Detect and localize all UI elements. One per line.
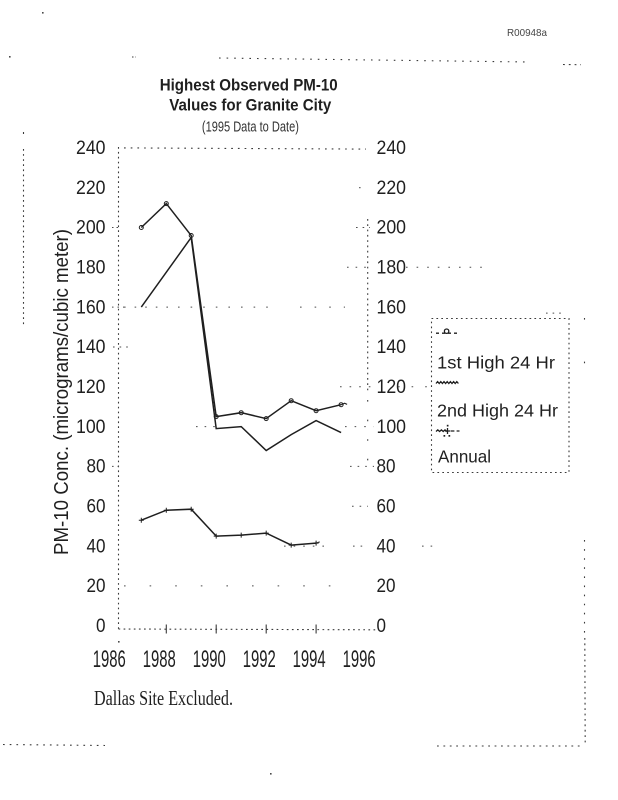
svg-text:80: 80 xyxy=(87,457,106,478)
svg-text:200: 200 xyxy=(76,218,106,239)
svg-text:60: 60 xyxy=(87,496,106,517)
svg-text:220: 220 xyxy=(377,178,407,199)
svg-text:100: 100 xyxy=(377,417,407,438)
svg-text:1988: 1988 xyxy=(143,646,176,673)
svg-text:40: 40 xyxy=(377,536,396,557)
svg-text:Highest Observed PM-10: Highest Observed PM-10 xyxy=(160,77,338,95)
svg-text:PM-10 Conc. (micrograms/cubic: PM-10 Conc. (micrograms/cubic meter) xyxy=(51,229,73,555)
svg-text:Values for Granite City: Values for Granite City xyxy=(169,97,332,115)
svg-text:1986: 1986 xyxy=(93,646,126,673)
svg-text:160: 160 xyxy=(377,297,407,318)
svg-text:0: 0 xyxy=(96,616,106,637)
svg-text:R00948a: R00948a xyxy=(507,27,547,39)
svg-text:1st High 24 Hr: 1st High 24 Hr xyxy=(437,353,555,373)
svg-text:220: 220 xyxy=(76,178,106,199)
svg-text:140: 140 xyxy=(377,337,407,358)
svg-text:100: 100 xyxy=(76,417,106,438)
svg-text:60: 60 xyxy=(377,496,396,517)
svg-text:20: 20 xyxy=(87,576,106,597)
svg-text:(1995 Data to Date): (1995 Data to Date) xyxy=(202,119,299,136)
svg-text:1996: 1996 xyxy=(343,646,376,673)
svg-text:20: 20 xyxy=(377,576,396,597)
svg-text:180: 180 xyxy=(377,258,407,279)
svg-text:120: 120 xyxy=(76,377,106,398)
svg-text:140: 140 xyxy=(76,337,106,358)
svg-text:80: 80 xyxy=(377,457,396,478)
svg-text:1992: 1992 xyxy=(243,646,276,673)
svg-text:240: 240 xyxy=(76,138,106,159)
svg-text:40: 40 xyxy=(87,536,106,557)
svg-text:Dallas Site Excluded.: Dallas Site Excluded. xyxy=(94,686,233,710)
svg-text:120: 120 xyxy=(377,377,407,398)
svg-text:1994: 1994 xyxy=(293,646,326,673)
svg-text:200: 200 xyxy=(377,218,407,239)
svg-text:180: 180 xyxy=(76,258,106,279)
svg-text:0: 0 xyxy=(377,616,387,637)
svg-text:240: 240 xyxy=(377,138,407,159)
svg-text:2nd High 24 Hr: 2nd High 24 Hr xyxy=(437,401,558,421)
svg-text:Annual: Annual xyxy=(438,447,491,467)
svg-text:160: 160 xyxy=(76,297,106,318)
svg-text:1990: 1990 xyxy=(193,646,226,673)
